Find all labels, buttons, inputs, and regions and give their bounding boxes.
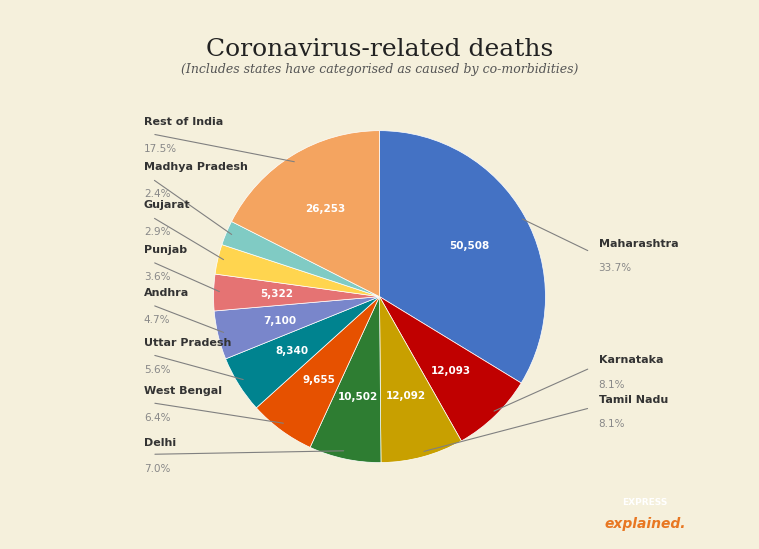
Text: Maharashtra: Maharashtra bbox=[599, 238, 679, 249]
Wedge shape bbox=[213, 274, 380, 311]
Text: 26,253: 26,253 bbox=[306, 204, 346, 214]
Text: 10,502: 10,502 bbox=[338, 392, 378, 402]
Text: 9,655: 9,655 bbox=[302, 374, 335, 384]
Text: 7,100: 7,100 bbox=[263, 316, 296, 326]
Text: 6.4%: 6.4% bbox=[144, 413, 170, 423]
Wedge shape bbox=[225, 296, 380, 408]
Text: 8.1%: 8.1% bbox=[599, 379, 625, 390]
Text: Punjab: Punjab bbox=[144, 245, 187, 255]
Text: Tamil Nadu: Tamil Nadu bbox=[599, 395, 668, 405]
Text: 2.9%: 2.9% bbox=[144, 227, 170, 237]
Wedge shape bbox=[310, 296, 381, 463]
Text: 17.5%: 17.5% bbox=[144, 144, 177, 154]
Text: explained.: explained. bbox=[604, 517, 686, 531]
Text: Uttar Pradesh: Uttar Pradesh bbox=[144, 338, 231, 348]
Text: Karnataka: Karnataka bbox=[599, 355, 663, 365]
Text: 5,322: 5,322 bbox=[260, 289, 293, 299]
Text: 2.4%: 2.4% bbox=[144, 189, 170, 199]
Text: West Bengal: West Bengal bbox=[144, 386, 222, 396]
Text: 4.7%: 4.7% bbox=[144, 315, 170, 325]
Text: Delhi: Delhi bbox=[144, 438, 176, 447]
Text: EXPRESS: EXPRESS bbox=[622, 498, 668, 507]
Text: 7.0%: 7.0% bbox=[144, 464, 170, 474]
Text: Madhya Pradesh: Madhya Pradesh bbox=[144, 162, 247, 172]
Wedge shape bbox=[380, 296, 461, 463]
Text: 8,340: 8,340 bbox=[276, 346, 309, 356]
Wedge shape bbox=[380, 131, 546, 383]
Text: Andhra: Andhra bbox=[144, 288, 189, 298]
Text: 8.1%: 8.1% bbox=[599, 419, 625, 429]
Wedge shape bbox=[214, 296, 380, 359]
Wedge shape bbox=[380, 296, 521, 441]
Wedge shape bbox=[222, 221, 380, 296]
Text: Gujarat: Gujarat bbox=[144, 200, 191, 210]
Wedge shape bbox=[215, 245, 380, 296]
Text: 3.6%: 3.6% bbox=[144, 272, 170, 282]
Text: Coronavirus-related deaths: Coronavirus-related deaths bbox=[206, 38, 553, 61]
Text: Rest of India: Rest of India bbox=[144, 117, 223, 127]
Text: 5.6%: 5.6% bbox=[144, 365, 170, 374]
Text: 12,093: 12,093 bbox=[431, 366, 471, 376]
Wedge shape bbox=[231, 131, 380, 296]
Text: (Includes states have categorised as caused by co-morbidities): (Includes states have categorised as cau… bbox=[181, 63, 578, 76]
Wedge shape bbox=[257, 296, 380, 447]
Text: 12,092: 12,092 bbox=[386, 391, 427, 401]
Text: 33.7%: 33.7% bbox=[599, 264, 631, 273]
Text: 50,508: 50,508 bbox=[449, 241, 490, 251]
